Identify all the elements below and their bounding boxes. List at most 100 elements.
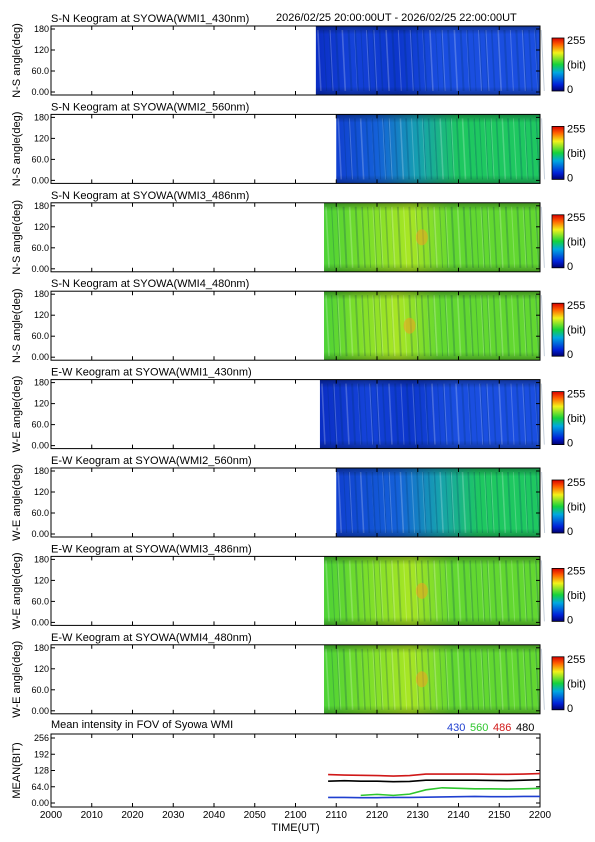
- colorbar: [551, 37, 565, 92]
- y-tick-label: 60.0: [31, 420, 49, 430]
- colorbar-unit-label: (bit): [567, 413, 586, 425]
- colorbar-unit-label: (bit): [567, 148, 586, 160]
- y-tick-label: 120: [34, 575, 49, 585]
- colorbar-max-label: 255: [567, 565, 585, 577]
- y-tick-label: 180: [34, 201, 49, 211]
- y-tick-label: 60.0: [31, 154, 49, 164]
- series-line-430: [328, 795, 540, 799]
- bright-spot: [415, 229, 428, 246]
- y-tick-label: 0.00: [31, 617, 49, 627]
- colorbar-max-label: 255: [567, 35, 585, 47]
- panel-title: E-W Keogram at SYOWA(WMI3_486nm): [51, 543, 252, 555]
- y-tick-label: 60.0: [31, 596, 49, 606]
- y-axis-label: N-S angle(deg): [11, 288, 23, 363]
- x-tick-label: 2030: [162, 810, 185, 821]
- y-tick-label: 120: [34, 133, 49, 143]
- y-axis-label: N-S angle(deg): [11, 112, 23, 187]
- y-axis-label: W-E angle(deg): [11, 464, 23, 541]
- keogram-panels: S-N Keogram at SYOWA(WMI1_430nm)18012060…: [11, 13, 586, 718]
- bright-spot: [415, 582, 428, 599]
- x-tick-label: 2140: [447, 810, 470, 821]
- y-tick-label: 180: [34, 289, 49, 299]
- y-axis-label: W-E angle(deg): [11, 552, 23, 629]
- panel-title: E-W Keogram at SYOWA(WMI2_560nm): [51, 455, 252, 467]
- keogram-edge-shade: [324, 556, 540, 626]
- y-tick-label: 0.00: [31, 264, 49, 274]
- x-tick-label: 2040: [203, 810, 226, 821]
- y-tick-label: 60.0: [31, 685, 49, 695]
- bright-spot: [403, 317, 416, 334]
- x-tick-label: 2100: [284, 810, 307, 821]
- colorbar-min-label: 0: [567, 526, 573, 538]
- keogram-edge-shade: [315, 26, 540, 95]
- bright-spot: [415, 671, 428, 688]
- y-tick-label: 180: [34, 24, 49, 34]
- y-tick-label: 60.0: [31, 66, 49, 76]
- colorbar-min-label: 0: [567, 261, 573, 273]
- colorbar-max-label: 255: [567, 300, 585, 312]
- panel-title: S-N Keogram at SYOWA(WMI1_430nm): [51, 13, 249, 25]
- x-tick-label: 2000: [40, 810, 63, 821]
- y-axis-label: N-S angle(deg): [11, 200, 23, 275]
- colorbar-unit-label: (bit): [567, 236, 586, 248]
- colorbar: [551, 126, 565, 180]
- y-tick-label: 60.0: [31, 243, 49, 253]
- x-tick-label: 2200: [529, 810, 552, 821]
- x-tick-label: 2020: [121, 810, 144, 821]
- keogram-edge-shade: [324, 202, 540, 272]
- y-tick-label: 180: [34, 112, 49, 122]
- colorbar: [551, 391, 565, 446]
- colorbar: [551, 302, 565, 357]
- x-tick-label: 2110: [325, 810, 347, 821]
- colorbar-min-label: 0: [567, 349, 573, 361]
- panel-title: S-N Keogram at SYOWA(WMI3_486nm): [51, 190, 249, 202]
- colorbar-max-label: 255: [567, 123, 585, 135]
- keogram-panel: E-W Keogram at SYOWA(WMI3_486nm)180 120 60…: [11, 543, 586, 629]
- x-tick-label: 2120: [366, 810, 389, 821]
- colorbar: [551, 656, 565, 711]
- y-tick-label: 0.00: [31, 441, 49, 451]
- y-tick-label: 120: [34, 664, 49, 674]
- panel-title: S-N Keogram at SYOWA(WMI4_480nm): [51, 278, 249, 290]
- y-tick-label: 120: [34, 399, 49, 409]
- keogram-panel: S-N Keogram at SYOWA(WMI3_486nm)180 120 60…: [11, 190, 586, 275]
- y-tick-label: 0.00: [31, 529, 49, 539]
- colorbar-min-label: 0: [567, 614, 573, 626]
- time-range-header: 2026/02/25 20:00:00UT - 2026/02/25 22:00…: [276, 12, 517, 24]
- colorbar-max-label: 255: [567, 389, 585, 401]
- panel-title: S-N Keogram at SYOWA(WMI2_560nm): [51, 101, 249, 113]
- x-tick-label: 2130: [407, 810, 430, 821]
- panel-title: E-W Keogram at SYOWA(WMI4_480nm): [51, 632, 252, 644]
- y-axis-label: W-E angle(deg): [11, 641, 23, 718]
- keogram-edge-shade: [324, 644, 540, 714]
- legend-entry-430: 430: [447, 722, 465, 734]
- series-line-560: [360, 786, 541, 797]
- keogram-panel: E-W Keogram at SYOWA(WMI1_430nm)180 120 60…: [11, 367, 586, 453]
- y-axis-label: N-S angle(deg): [11, 23, 23, 98]
- colorbar: [551, 568, 565, 622]
- colorbar-max-label: 255: [567, 477, 585, 489]
- colorbar-max-label: 255: [567, 654, 585, 666]
- panel-title: E-W Keogram at SYOWA(WMI1_430nm): [51, 367, 252, 379]
- mean-y-axis-label: MEAN(BIT): [11, 742, 23, 798]
- mean-panel-title: Mean intensity in FOV of Syowa WMI: [51, 719, 233, 731]
- y-tick-label: 256: [34, 733, 49, 743]
- y-tick-label: 180: [34, 643, 49, 653]
- series-line-480: [328, 778, 541, 783]
- y-tick-label: 0.00: [31, 87, 49, 97]
- colorbar-min-label: 0: [567, 438, 573, 450]
- y-tick-label: 128: [34, 766, 49, 776]
- y-tick-label: 192: [34, 749, 49, 759]
- y-tick-label: 120: [34, 45, 49, 55]
- y-tick-label: 120: [34, 487, 49, 497]
- x-axis-label: TIME(UT): [271, 822, 319, 834]
- y-tick-label: 0.00: [31, 175, 49, 185]
- mean-plot-frame: [50, 733, 541, 808]
- legend-entry-486: 486: [493, 722, 511, 734]
- colorbar-min-label: 0: [567, 84, 573, 96]
- y-tick-label: 180: [34, 554, 49, 564]
- y-tick-label: 60.0: [31, 508, 49, 518]
- colorbar-unit-label: (bit): [567, 502, 586, 514]
- y-tick-label: 60.0: [31, 331, 49, 341]
